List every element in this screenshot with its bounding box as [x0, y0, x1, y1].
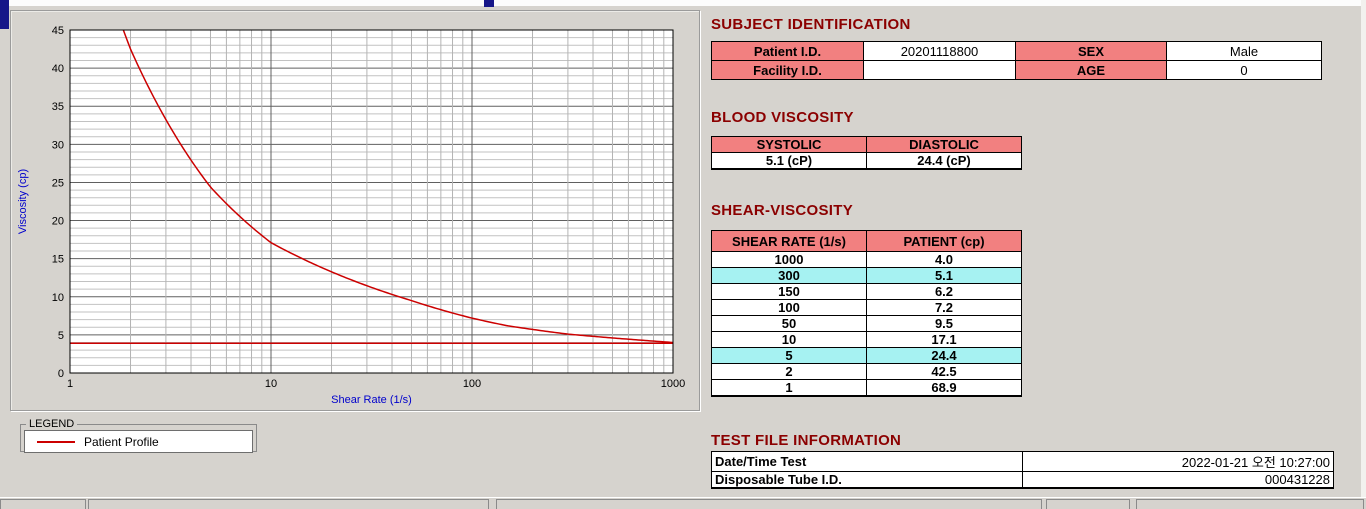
svg-text:40: 40 — [52, 63, 64, 75]
shear-rate-cell: 5 — [711, 347, 867, 364]
window-chrome-fragment-left — [0, 0, 9, 29]
viscosity-chart: 0 5 10 15 20 25 30 35 40 45 1 10 100 1000 Shear Rate (… — [17, 25, 685, 406]
patient-profile-curve — [122, 30, 673, 344]
field-label-cell: Disposable Tube I.D. — [711, 471, 1023, 489]
shear-viscosity-table: SHEAR RATE (1/s) PATIENT (cp) 1000 4.0 300 5.… — [711, 230, 1022, 397]
table-row: 1000 4.0 — [711, 251, 1022, 268]
patient-value-cell: 68.9 — [866, 379, 1022, 397]
subject-identification-title: SUBJECT IDENTIFICATION — [711, 16, 911, 33]
shear-rate-cell: 300 — [711, 267, 867, 284]
svg-text:1: 1 — [67, 378, 73, 390]
background-window-edges — [0, 497, 1366, 509]
value-cell: 24.4 (cP) — [866, 152, 1022, 170]
field-label-cell: Facility I.D. — [711, 60, 864, 80]
svg-text:35: 35 — [52, 101, 64, 113]
field-value-cell: 000431228 — [1022, 471, 1334, 489]
legend-box: LEGEND Patient Profile — [20, 418, 257, 453]
table-row: SHEAR RATE (1/s) PATIENT (cp) — [711, 230, 1022, 252]
field-value-cell: 20201118800 — [863, 41, 1016, 61]
svg-text:0: 0 — [58, 368, 64, 380]
svg-text:30: 30 — [52, 139, 64, 151]
axis-tick-labels: 0 5 10 15 20 25 30 35 40 45 1 10 100 1000 — [52, 25, 685, 390]
patient-value-cell: 24.4 — [866, 347, 1022, 364]
table-row: 5.1 (cP) 24.4 (cP) — [711, 152, 1022, 170]
field-label-cell: Date/Time Test — [711, 451, 1023, 472]
svg-text:10: 10 — [265, 378, 277, 390]
viscosity-chart-panel: 0 5 10 15 20 25 30 35 40 45 1 10 100 1000 Shear Rate (… — [10, 10, 700, 411]
shear-rate-cell: 100 — [711, 299, 867, 316]
patient-value-cell: 4.0 — [866, 251, 1022, 268]
table-row: 5 24.4 — [711, 347, 1022, 364]
shear-rate-cell: 2 — [711, 363, 867, 380]
table-row: Disposable Tube I.D. 000431228 — [711, 471, 1334, 489]
shear-rate-cell: 1 — [711, 379, 867, 397]
svg-text:1000: 1000 — [661, 378, 685, 390]
column-header-cell: PATIENT (cp) — [866, 230, 1022, 252]
x-axis-label: Shear Rate (1/s) — [331, 394, 412, 406]
table-row: 1 68.9 — [711, 379, 1022, 397]
window-top-strip — [0, 0, 1366, 6]
background-window-edge — [1136, 499, 1364, 509]
table-row: Patient I.D. 20201118800 SEX Male — [711, 41, 1322, 61]
chart-gridlines — [70, 30, 673, 373]
background-window-edge — [0, 499, 86, 509]
background-window-edge — [88, 499, 489, 509]
svg-text:25: 25 — [52, 177, 64, 189]
table-row: Facility I.D. AGE 0 — [711, 60, 1322, 80]
table-row: 150 6.2 — [711, 283, 1022, 300]
field-label-cell: AGE — [1015, 60, 1167, 80]
table-row: 50 9.5 — [711, 315, 1022, 332]
field-label-cell: SEX — [1015, 41, 1167, 61]
svg-text:45: 45 — [52, 25, 64, 37]
table-row: 2 42.5 — [711, 363, 1022, 380]
shear-rate-cell: 50 — [711, 315, 867, 332]
test-file-information-title: TEST FILE INFORMATION — [711, 432, 902, 449]
svg-text:5: 5 — [58, 330, 64, 342]
column-header-cell: SHEAR RATE (1/s) — [711, 230, 867, 252]
field-value-cell — [863, 60, 1016, 80]
legend-series-label: Patient Profile — [84, 434, 159, 449]
blood-viscosity-table: SYSTOLIC DIASTOLIC 5.1 (cP) 24.4 (cP) — [711, 136, 1022, 170]
table-row: 300 5.1 — [711, 267, 1022, 284]
window-right-edge — [1361, 0, 1366, 497]
patient-value-cell: 42.5 — [866, 363, 1022, 380]
blood-viscosity-title: BLOOD VISCOSITY — [711, 109, 854, 126]
patient-value-cell: 6.2 — [866, 283, 1022, 300]
column-header-cell: SYSTOLIC — [711, 136, 867, 153]
svg-text:10: 10 — [52, 292, 64, 304]
window-chrome-fragment-mid — [484, 0, 494, 7]
patient-value-cell: 17.1 — [866, 331, 1022, 348]
test-file-information-table: Date/Time Test 2022-01-21 오전 10:27:00 Disp… — [711, 451, 1334, 489]
y-axis-label: Viscosity (cp) — [17, 169, 29, 234]
legend-entry: Patient Profile — [24, 430, 253, 453]
patient-value-cell: 5.1 — [866, 267, 1022, 284]
svg-text:100: 100 — [463, 378, 481, 390]
svg-text:15: 15 — [52, 254, 64, 266]
table-row: Date/Time Test 2022-01-21 오전 10:27:00 — [711, 451, 1334, 472]
background-window-edge — [1046, 499, 1130, 509]
patient-profile-line-swatch — [37, 440, 75, 443]
legend-title: LEGEND — [29, 418, 75, 430]
shear-rate-cell: 10 — [711, 331, 867, 348]
field-value-cell: Male — [1166, 41, 1322, 61]
patient-value-cell: 9.5 — [866, 315, 1022, 332]
field-value-cell: 0 — [1166, 60, 1322, 80]
report-panel: SUBJECT IDENTIFICATION Patient I.D. 20201… — [711, 14, 1351, 500]
subject-identification-table: Patient I.D. 20201118800 SEX Male Facility I… — [711, 41, 1322, 80]
shear-viscosity-title: SHEAR-VISCOSITY — [711, 202, 854, 219]
field-label-cell: Patient I.D. — [711, 41, 864, 61]
table-row: 10 17.1 — [711, 331, 1022, 348]
table-row: 100 7.2 — [711, 299, 1022, 316]
shear-rate-cell: 1000 — [711, 251, 867, 268]
column-header-cell: DIASTOLIC — [866, 136, 1022, 153]
patient-value-cell: 7.2 — [866, 299, 1022, 316]
svg-text:20: 20 — [52, 216, 64, 228]
field-value-cell: 2022-01-21 오전 10:27:00 — [1022, 451, 1334, 472]
shear-rate-cell: 150 — [711, 283, 867, 300]
background-window-edge — [496, 499, 1042, 509]
table-row: SYSTOLIC DIASTOLIC — [711, 136, 1022, 153]
value-cell: 5.1 (cP) — [711, 152, 867, 170]
